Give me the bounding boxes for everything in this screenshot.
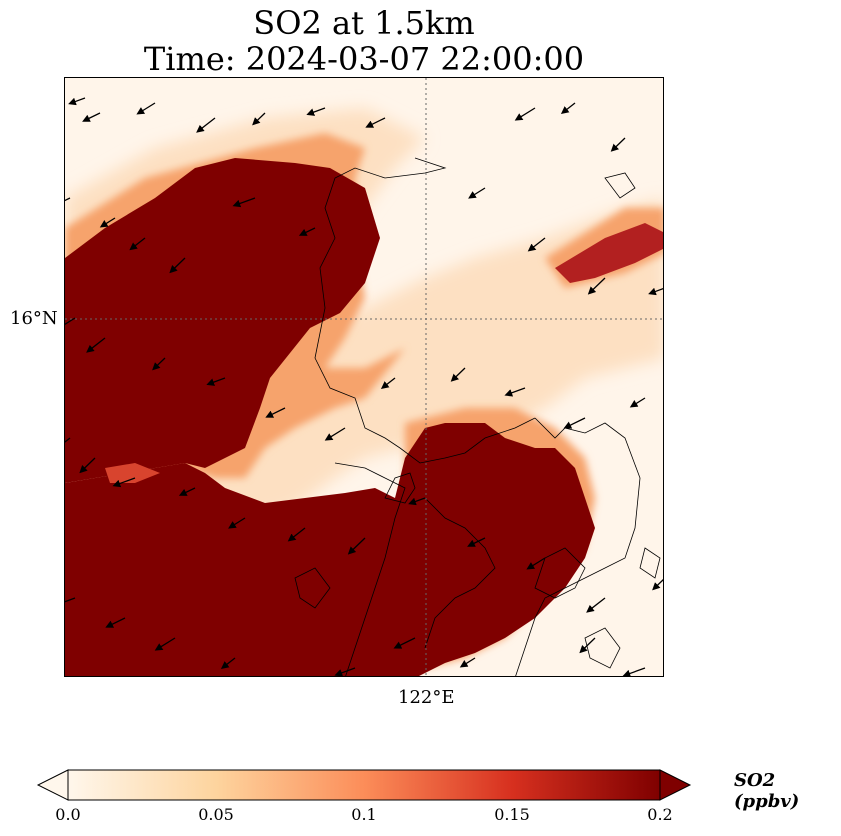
wind-arrow [408,497,426,506]
wind-arrow [196,117,216,133]
colorbar [36,769,692,801]
wind-arrow [169,257,186,274]
wind-arrow [99,217,116,228]
coastline [294,157,661,676]
colorbar-tick-0: 0.0 [55,805,81,824]
wind-arrow [579,637,596,654]
wind-arrow [228,517,246,529]
wind-arrow [586,597,606,613]
wind-arrow [334,667,356,676]
wind-arrow [393,637,416,649]
wind-arrow [629,397,646,408]
wind-arrow [68,97,86,106]
wind-arrow [82,112,101,122]
wind-arrow [514,107,536,121]
wind-arrow [220,657,236,670]
wind-arrow [365,117,386,128]
wind-arrow [129,237,146,251]
wind-arrow [622,667,646,676]
latitude-tick-label: 16°N [10,308,58,329]
wind-arrow [467,537,486,547]
wind-arrow [79,457,96,474]
wind-arrow [563,417,586,429]
wind-arrow [86,337,106,353]
wind-arrow [324,427,346,441]
wind-arrow [450,367,466,382]
wind-arrow [587,277,606,295]
map-title-line-2: Time: 2024-03-07 22:00:00 [143,40,585,78]
colorbar-extend-max [659,769,692,801]
wind-arrow [380,377,396,390]
colorbar-tick-3: 0.15 [494,805,530,824]
wind-arrow [527,237,546,252]
wind-arrow [105,617,126,628]
wind-arrow [65,597,76,606]
wind-arrow [504,387,526,397]
wind-arrow [347,537,366,555]
wind-arrow [610,137,626,152]
wind-arrow [178,487,196,496]
wind-arrow [306,107,326,116]
wind-arrow [648,287,663,296]
wind-arrow [206,377,226,386]
wind-arrow [287,527,306,542]
wind-arrow [65,317,76,330]
wind-arrow [112,477,136,488]
longitude-tick-label: 122°E [398,687,455,708]
wind-arrow [298,227,316,236]
colorbar-tick-1: 0.05 [198,805,234,824]
so2-map [65,78,663,676]
colorbar-tick-4: 0.2 [647,805,673,824]
colorbar-gradient [67,769,661,801]
colorbar-label: SO2 (ppbv) [734,770,800,812]
wind-arrow [560,102,576,115]
wind-arrow [652,579,663,591]
wind-arrow [232,197,256,208]
wind-arrow [265,407,286,418]
colorbar-tick-2: 0.1 [351,805,377,824]
wind-arrow [526,557,546,570]
wind-arrow [152,357,166,371]
wind-arrow [154,637,176,651]
wind-arrow [252,112,266,126]
wind-arrows [65,97,663,676]
wind-arrow [65,197,71,202]
wind-arrow [136,102,156,115]
map-title-line-1: SO2 at 1.5km [253,4,475,42]
gridlines [65,78,663,676]
colorbar-extend-min [36,769,69,801]
wind-arrow [468,187,486,199]
wind-arrow [65,437,71,443]
map-panel [64,77,664,677]
wind-arrow [459,657,476,668]
